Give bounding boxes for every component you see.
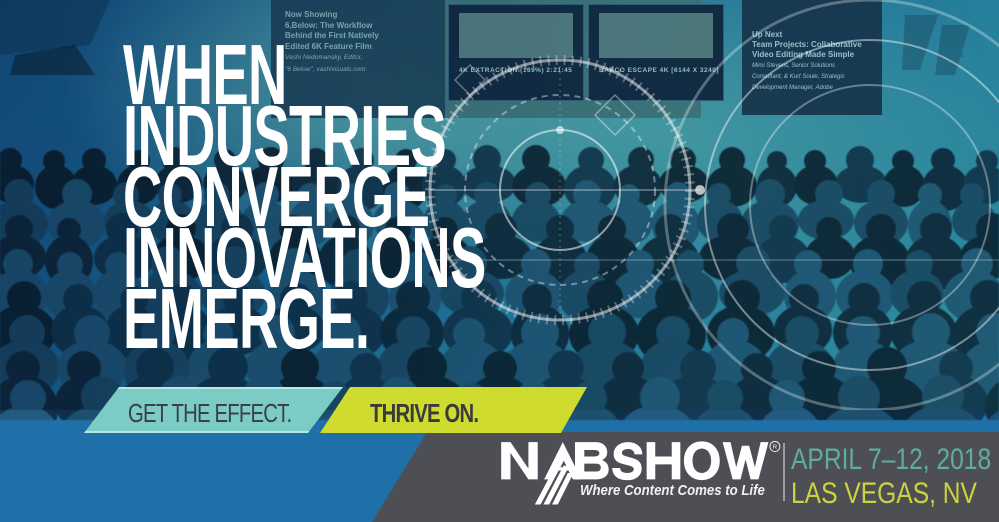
svg-text:R: R (773, 445, 777, 451)
